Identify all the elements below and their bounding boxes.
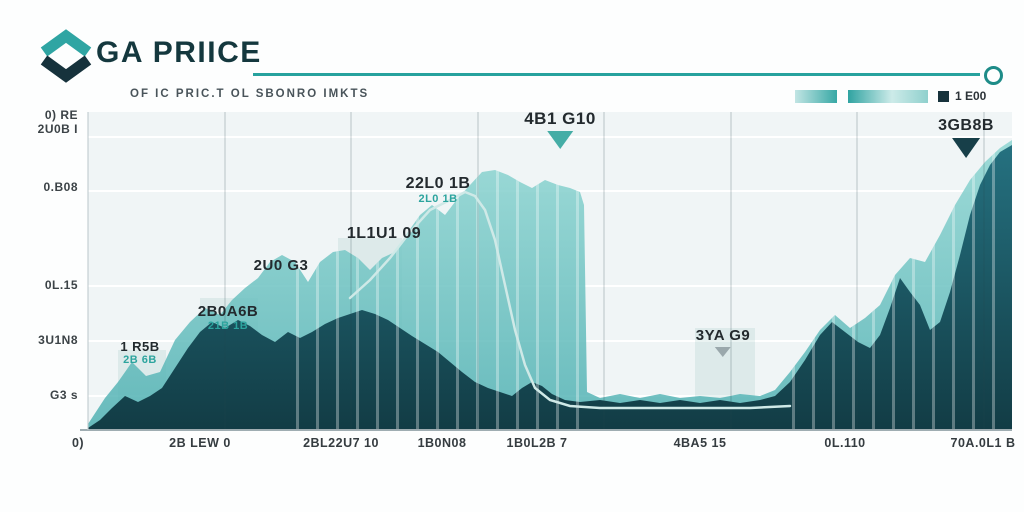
page-subtitle: OF IC PRIC.T OL SBONRO IMKTS — [130, 88, 370, 100]
legend-swatch — [938, 91, 949, 102]
legend-gradient-bar-1 — [795, 90, 837, 103]
legend-label: 1 E00 — [955, 89, 987, 103]
legend-gradient-bar-2 — [848, 90, 928, 103]
decorative-rule — [253, 73, 980, 76]
logo-icon — [40, 29, 92, 83]
page-title: GA PRIICE — [96, 36, 262, 69]
rule-end-ring-icon — [984, 66, 1003, 85]
